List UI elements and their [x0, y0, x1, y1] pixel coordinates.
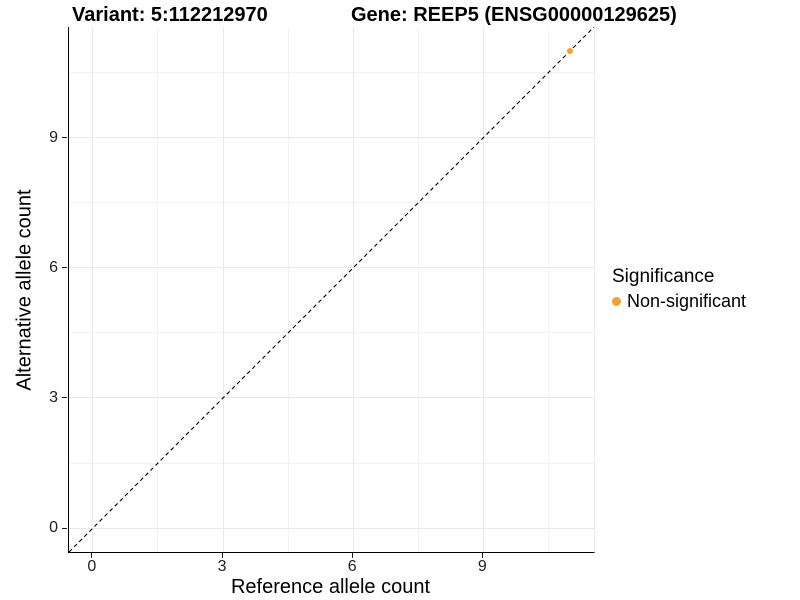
y-tick-mark [62, 527, 67, 529]
legend-point-swatch [612, 297, 621, 306]
x-gridline-minor [287, 27, 289, 552]
legend-items: Non-significant [612, 291, 797, 312]
y-gridline-minor [69, 332, 594, 334]
x-tick-mark [221, 553, 223, 558]
identity-line [69, 27, 594, 552]
y-gridline-major [69, 397, 594, 399]
y-tick-label: 0 [49, 519, 58, 537]
x-tick-mark [91, 553, 93, 558]
x-tick-label: 9 [477, 558, 487, 575]
y-tick-label: 9 [49, 128, 58, 146]
x-gridline-major [222, 27, 224, 552]
data-point [567, 47, 574, 54]
y-tick-label: 3 [49, 388, 58, 406]
legend-title: Significance [612, 266, 715, 287]
y-gridline-minor [69, 462, 594, 464]
x-tick-label: 6 [347, 558, 357, 575]
x-gridline-minor [157, 27, 159, 552]
legend-item-label: Non-significant [627, 291, 747, 311]
x-axis-ticks [68, 553, 593, 559]
x-gridline-minor [417, 27, 419, 552]
y-tick-mark [62, 267, 67, 269]
x-tick-mark [351, 553, 353, 558]
x-tick-label: 3 [217, 558, 227, 575]
plot-panel [68, 27, 595, 553]
x-gridline-major [352, 27, 354, 552]
x-gridline-major [482, 27, 484, 552]
legend-item: Non-significant [612, 291, 797, 312]
y-gridline-major [69, 137, 594, 139]
y-tick-mark [62, 137, 67, 139]
y-gridline-minor [69, 202, 594, 204]
variant-title: Variant: 5:112212970 [72, 4, 268, 26]
y-axis-ticks [62, 27, 68, 552]
y-tick-label: 6 [49, 258, 58, 276]
y-tick-labels: 0 3 6 9 [0, 27, 58, 552]
x-axis-title: Reference allele count [230, 576, 430, 598]
gene-title: Gene: REEP5 (ENSG00000129625) [351, 4, 677, 26]
x-tick-label: 0 [87, 558, 97, 575]
legend: Significance Non-significant [612, 266, 797, 312]
y-gridline-minor [69, 72, 594, 74]
y-gridline-major [69, 527, 594, 529]
y-gridline-major [69, 267, 594, 269]
x-gridline-minor [547, 27, 549, 552]
y-tick-mark [62, 397, 67, 399]
x-tick-mark [481, 553, 483, 558]
x-gridline-major [92, 27, 94, 552]
x-tick-labels: 0 3 6 9 [68, 558, 593, 578]
